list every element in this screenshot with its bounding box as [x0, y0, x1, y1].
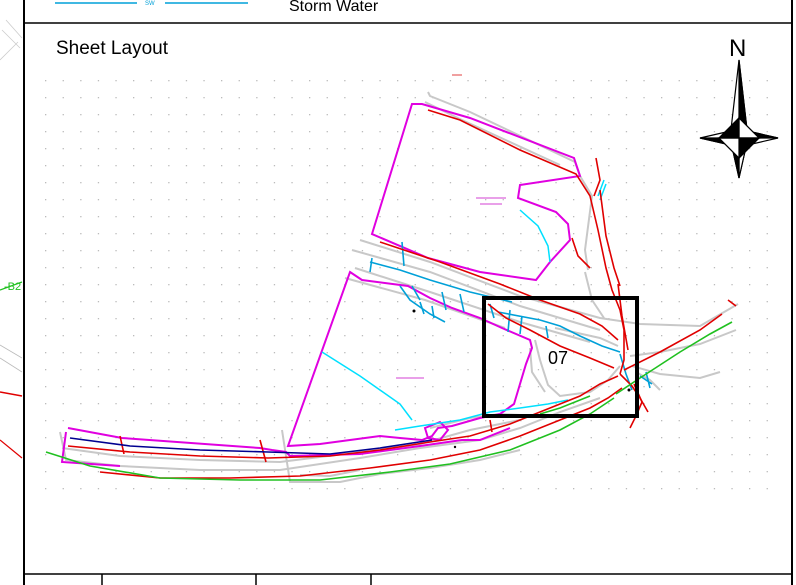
dark-blue-pipe [69, 437, 433, 455]
sheet-number-label: 07 [548, 348, 568, 368]
legend-label: Storm Water [289, 0, 379, 15]
dot-grid [45, 80, 768, 490]
road-linework [59, 91, 739, 483]
offsheet-label: -B2 [4, 281, 21, 293]
sheet-extent-box [482, 296, 639, 418]
map-markers [396, 74, 631, 449]
panel-title: Sheet Layout [56, 38, 169, 59]
north-arrow-icon [699, 59, 779, 179]
cyan-lines [321, 179, 607, 431]
legend-strip: SW Storm Water [55, 0, 379, 15]
legend-tag: SW [145, 1, 155, 7]
storm-water-network [369, 241, 653, 391]
drawing-frame [23, 0, 793, 585]
left-margin: -B2 [0, 19, 23, 459]
north-label: N [729, 35, 746, 62]
green-pipe [45, 321, 733, 481]
